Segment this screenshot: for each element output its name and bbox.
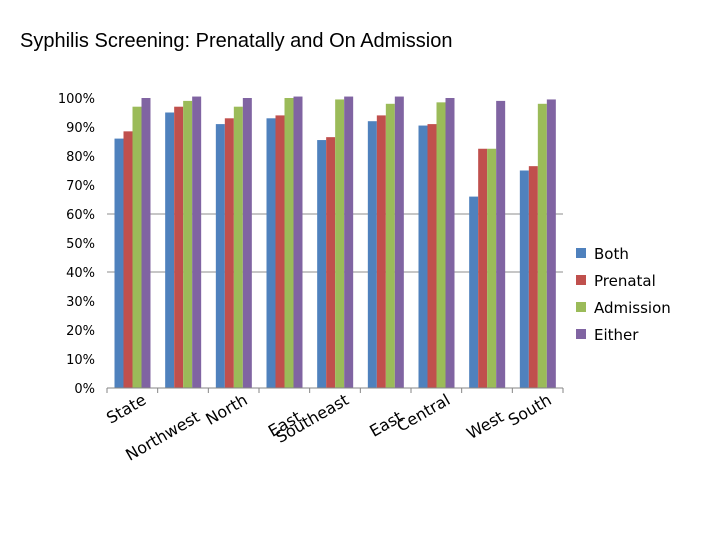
x-category-label: Northwest: [122, 407, 203, 465]
y-tick-label: 80%: [66, 150, 95, 165]
y-tick-label: 30%: [66, 295, 95, 310]
bar-admission-7: [487, 148, 497, 388]
bar-both-1: [165, 112, 175, 388]
bar-prenatal-1: [174, 106, 184, 388]
slide-title: Syphilis Screening: Prenatally and On Ad…: [20, 30, 453, 52]
bar-admission-5: [385, 103, 395, 389]
bar-either-2: [242, 98, 252, 388]
bar-both-4: [317, 140, 327, 388]
bar-either-5: [394, 96, 404, 389]
y-tick-label: 40%: [66, 266, 95, 281]
bar-either-3: [293, 96, 303, 389]
bar-prenatal-3: [275, 115, 285, 389]
x-category-label: North: [202, 390, 250, 429]
bar-prenatal-8: [528, 166, 538, 388]
bar-prenatal-5: [376, 115, 386, 389]
y-tick-label: 60%: [66, 208, 95, 223]
axes: [106, 387, 564, 393]
x-category-label: South: [505, 390, 555, 430]
bar-prenatal-4: [326, 137, 336, 388]
bar-either-8: [546, 99, 556, 388]
y-tick-label: 70%: [66, 179, 95, 194]
bar-both-0: [114, 138, 124, 388]
y-tick-label: 100%: [58, 92, 95, 107]
legend-label-admission: Admission: [594, 299, 671, 317]
y-tick-label: 90%: [66, 121, 95, 136]
legend-swatch-either: [576, 329, 586, 339]
bar-admission-1: [183, 100, 193, 389]
bar-prenatal-6: [427, 124, 437, 388]
bar-both-7: [469, 196, 479, 388]
bars: [114, 96, 556, 389]
legend: Both Prenatal Admission Either: [576, 245, 671, 344]
bar-admission-4: [335, 99, 345, 388]
legend-label-prenatal: Prenatal: [594, 272, 656, 290]
x-category-label: State: [103, 390, 149, 428]
bar-both-5: [367, 121, 377, 388]
y-tick-label: 50%: [66, 237, 95, 252]
legend-label-either: Either: [594, 326, 639, 344]
x-category-label: Central: [393, 390, 453, 436]
bar-admission-6: [436, 102, 446, 388]
legend-label-both: Both: [594, 245, 629, 263]
bar-admission-8: [537, 103, 547, 389]
bar-prenatal-0: [123, 131, 133, 388]
bar-both-6: [418, 125, 428, 389]
y-tick-label: 0%: [74, 382, 95, 397]
bar-admission-3: [284, 98, 294, 388]
legend-swatch-both: [576, 248, 586, 258]
legend-swatch-prenatal: [576, 275, 586, 285]
bar-both-3: [266, 118, 276, 389]
bar-prenatal-2: [224, 118, 234, 389]
bar-admission-0: [132, 106, 142, 388]
bar-both-8: [519, 170, 529, 388]
x-category-label: West: [463, 407, 507, 443]
bar-admission-2: [233, 106, 243, 388]
bar-either-7: [496, 100, 506, 389]
bar-either-6: [445, 98, 455, 388]
y-tick-label: 10%: [66, 353, 95, 368]
y-tick-labels: 0% 10% 20% 30% 40% 50% 60% 70% 80% 90% 100%: [58, 92, 95, 397]
y-tick-label: 20%: [66, 324, 95, 339]
bar-either-1: [192, 96, 202, 389]
bar-prenatal-7: [478, 148, 488, 388]
bar-both-2: [215, 124, 225, 388]
bar-either-0: [141, 98, 151, 388]
bar-either-4: [344, 96, 354, 389]
legend-swatch-admission: [576, 302, 586, 312]
